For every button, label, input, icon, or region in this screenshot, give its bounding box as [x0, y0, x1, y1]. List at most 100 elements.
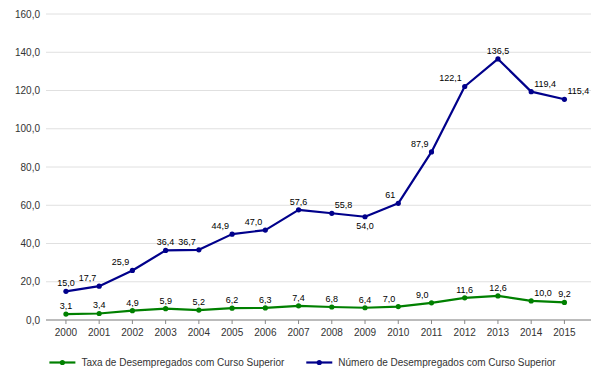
marker — [462, 295, 467, 300]
x-tick — [365, 320, 366, 324]
series — [63, 56, 567, 294]
x-tick — [265, 320, 266, 324]
marker — [163, 248, 168, 253]
data-label: 6,4 — [359, 295, 372, 305]
legend-item: Taxa de Desempregados com Curso Superior — [49, 357, 285, 368]
data-label: 4,9 — [126, 298, 139, 308]
x-tick-label: 2012 — [454, 327, 477, 338]
x-tick-label: 2008 — [321, 327, 344, 338]
legend-marker — [317, 360, 322, 365]
data-label: 3,4 — [93, 300, 106, 310]
marker — [529, 89, 534, 94]
data-labels: 3,13,44,95,95,26,26,37,46,86,47,09,011,6… — [57, 46, 589, 311]
data-label: 9,0 — [416, 290, 429, 300]
grid-line — [46, 128, 591, 129]
grid-line — [46, 281, 591, 282]
plot-area — [63, 56, 567, 316]
data-label: 57,6 — [290, 197, 308, 207]
y-tick-label: 20,0 — [21, 276, 41, 287]
x-tick — [464, 320, 465, 324]
marker — [229, 306, 234, 311]
legend-marker — [60, 360, 65, 365]
data-label: 119,4 — [534, 79, 556, 89]
marker — [529, 298, 534, 303]
legend-label: Taxa de Desempregados com Curso Superior — [81, 357, 285, 368]
x-tick — [165, 320, 166, 324]
marker — [263, 305, 268, 310]
x-tick-label: 2009 — [354, 327, 377, 338]
grid-line — [46, 52, 591, 53]
data-label: 44,9 — [212, 221, 230, 231]
data-label: 54,0 — [356, 221, 374, 231]
grid-line — [46, 320, 591, 321]
data-label: 15,0 — [57, 278, 75, 288]
y-tick-label: 0,0 — [26, 315, 40, 326]
marker — [163, 306, 168, 311]
marker — [229, 232, 234, 237]
data-label: 10,0 — [534, 288, 552, 298]
marker — [362, 305, 367, 310]
grid-line — [46, 90, 591, 91]
data-label: 3,1 — [60, 301, 73, 311]
data-label: 55,8 — [335, 200, 353, 210]
x-tick-label: 2010 — [387, 327, 410, 338]
marker — [462, 84, 467, 89]
data-label: 47,0 — [245, 217, 263, 227]
marker — [329, 304, 334, 309]
data-label: 6,8 — [326, 294, 339, 304]
marker — [296, 207, 301, 212]
x-tick — [99, 320, 100, 324]
data-label: 6,2 — [226, 295, 239, 305]
data-label: 7,4 — [292, 293, 305, 303]
marker — [63, 289, 68, 294]
x-tick — [564, 320, 565, 324]
series — [63, 293, 567, 316]
x-tick — [132, 320, 133, 324]
data-label: 5,2 — [193, 297, 206, 307]
marker — [562, 300, 567, 305]
marker — [196, 307, 201, 312]
data-label: 25,9 — [112, 257, 130, 267]
y-tick-label: 140,0 — [15, 47, 40, 58]
marker — [329, 211, 334, 216]
x-tick — [232, 320, 233, 324]
grid-line — [46, 243, 591, 244]
x-tick-label: 2002 — [121, 327, 144, 338]
chart: 0,020,040,060,080,0100,0120,0140,0160,02… — [0, 0, 605, 382]
x-tick-label: 2006 — [254, 327, 277, 338]
x-tick — [398, 320, 399, 324]
grid-line — [46, 167, 591, 168]
x-tick — [198, 320, 199, 324]
data-label: 17,7 — [79, 273, 97, 283]
y-tick-label: 60,0 — [21, 200, 41, 211]
data-label: 87,9 — [411, 139, 429, 149]
marker — [196, 247, 201, 252]
marker — [130, 308, 135, 313]
data-label: 61 — [385, 190, 395, 200]
marker — [495, 293, 500, 298]
data-label: 5,9 — [159, 296, 172, 306]
data-label: 122,1 — [439, 73, 462, 83]
x-tick-label: 2007 — [287, 327, 310, 338]
legend-item: Número de Desempregados com Curso Superi… — [306, 357, 556, 368]
x-tick-label: 2015 — [553, 327, 576, 338]
x-tick-label: 2000 — [55, 327, 78, 338]
marker — [562, 97, 567, 102]
marker — [130, 268, 135, 273]
x-tick-label: 2004 — [188, 327, 211, 338]
grid-line — [46, 205, 591, 206]
marker — [495, 56, 500, 61]
x-tick-label: 2013 — [487, 327, 510, 338]
y-tick-label: 40,0 — [21, 238, 41, 249]
data-label: 6,3 — [259, 295, 272, 305]
marker — [263, 228, 268, 233]
legend-label: Número de Desempregados com Curso Superi… — [338, 357, 556, 368]
line — [66, 296, 564, 314]
y-tick-label: 100,0 — [15, 123, 40, 134]
x-tick — [497, 320, 498, 324]
marker — [296, 303, 301, 308]
y-tick-label: 120,0 — [15, 85, 40, 96]
x-tick-label: 2005 — [221, 327, 244, 338]
data-label: 7,0 — [383, 294, 396, 304]
x-tick-label: 2001 — [88, 327, 111, 338]
